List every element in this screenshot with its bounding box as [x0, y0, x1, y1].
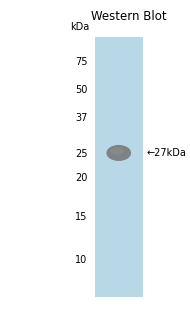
- Ellipse shape: [106, 145, 131, 161]
- Ellipse shape: [110, 147, 124, 155]
- Text: 37: 37: [75, 113, 87, 123]
- Text: 10: 10: [75, 255, 87, 265]
- Text: 50: 50: [75, 85, 87, 95]
- Text: 25: 25: [75, 149, 87, 159]
- Bar: [95, 37, 142, 297]
- Text: ←27kDa: ←27kDa: [146, 148, 186, 158]
- Text: 15: 15: [75, 212, 87, 222]
- Text: kDa: kDa: [70, 23, 89, 32]
- Text: 20: 20: [75, 173, 87, 183]
- Text: Western Blot: Western Blot: [91, 11, 167, 23]
- Text: 75: 75: [75, 57, 87, 67]
